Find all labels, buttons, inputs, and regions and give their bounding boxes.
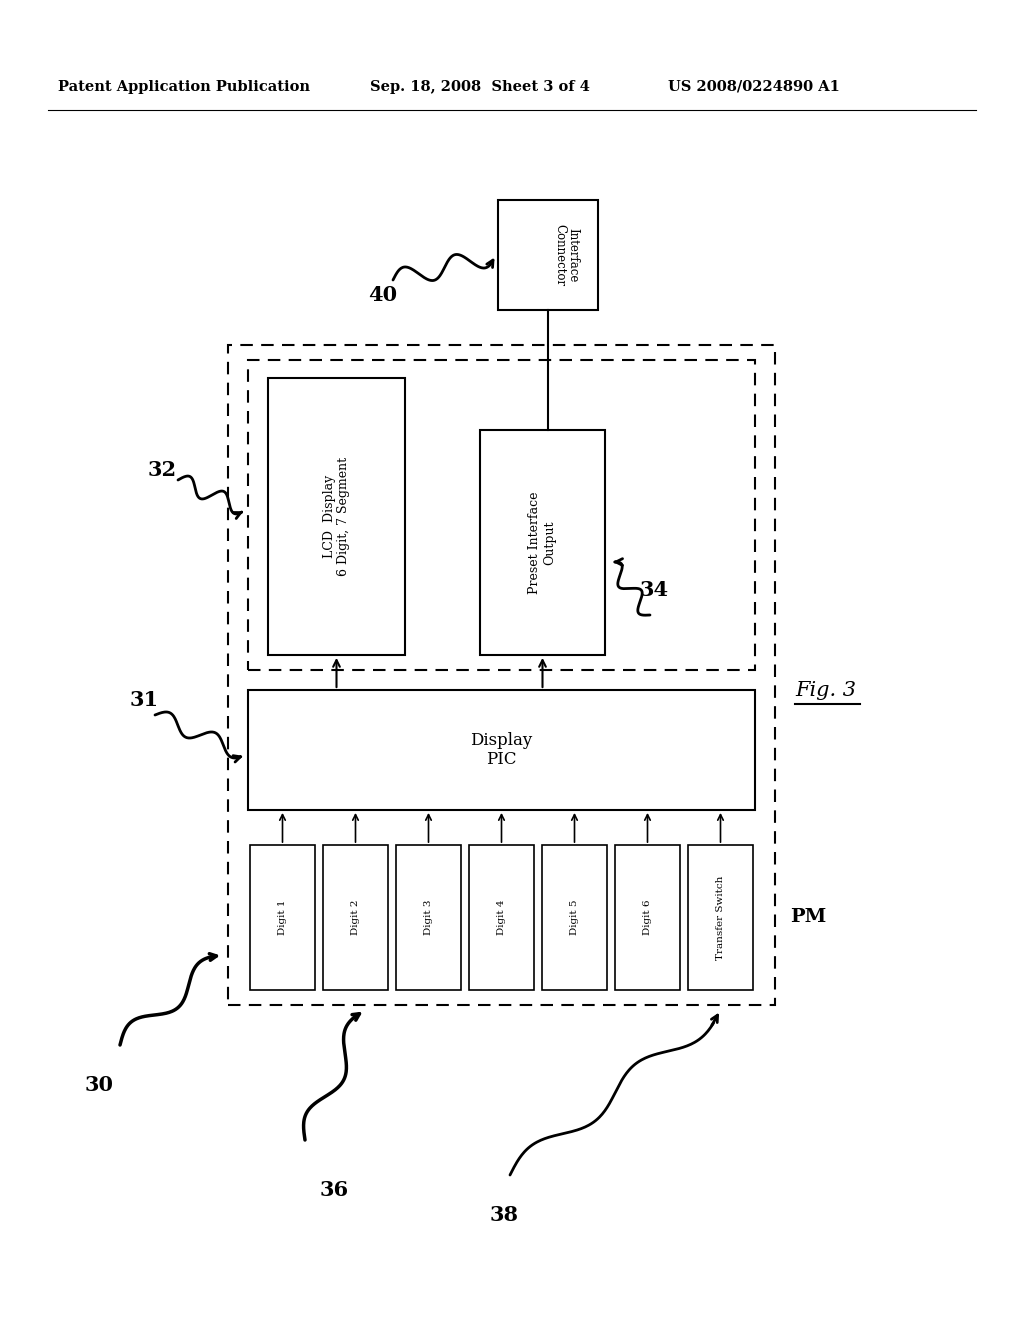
Bar <box>248 360 755 671</box>
Text: 30: 30 <box>85 1074 114 1096</box>
Bar <box>498 201 598 310</box>
Text: Transfer Switch: Transfer Switch <box>716 875 725 960</box>
Bar <box>480 430 605 655</box>
Bar <box>469 845 534 990</box>
Bar <box>688 845 753 990</box>
Text: PM: PM <box>790 908 826 927</box>
Text: Preset Interface
Output: Preset Interface Output <box>528 491 556 594</box>
Bar <box>268 378 406 655</box>
Text: US 2008/0224890 A1: US 2008/0224890 A1 <box>668 81 840 94</box>
Text: Display
PIC: Display PIC <box>470 731 532 768</box>
Text: Patent Application Publication: Patent Application Publication <box>58 81 310 94</box>
Bar <box>228 345 775 1005</box>
Text: Digit 3: Digit 3 <box>424 900 433 936</box>
Bar <box>323 845 388 990</box>
Text: Digit 4: Digit 4 <box>497 900 506 936</box>
Text: Interface: Interface <box>566 228 579 282</box>
Text: LCD  Display
6 Digit, 7 Segment: LCD Display 6 Digit, 7 Segment <box>323 457 350 576</box>
Bar <box>615 845 680 990</box>
Text: 32: 32 <box>148 459 177 480</box>
Text: Digit 5: Digit 5 <box>570 900 579 936</box>
Text: Digit 2: Digit 2 <box>351 900 360 936</box>
Text: Connector: Connector <box>553 224 566 286</box>
Bar <box>248 690 755 810</box>
Bar <box>396 845 461 990</box>
Text: 36: 36 <box>319 1180 349 1200</box>
Text: Digit 6: Digit 6 <box>643 900 652 936</box>
Text: 34: 34 <box>640 579 669 601</box>
Text: Fig. 3: Fig. 3 <box>795 681 856 700</box>
Text: 31: 31 <box>130 690 159 710</box>
Bar <box>542 845 607 990</box>
Text: 40: 40 <box>368 285 397 305</box>
Text: Sep. 18, 2008  Sheet 3 of 4: Sep. 18, 2008 Sheet 3 of 4 <box>370 81 590 94</box>
Bar <box>250 845 315 990</box>
Text: Digit 1: Digit 1 <box>278 900 287 936</box>
Text: 38: 38 <box>490 1205 519 1225</box>
